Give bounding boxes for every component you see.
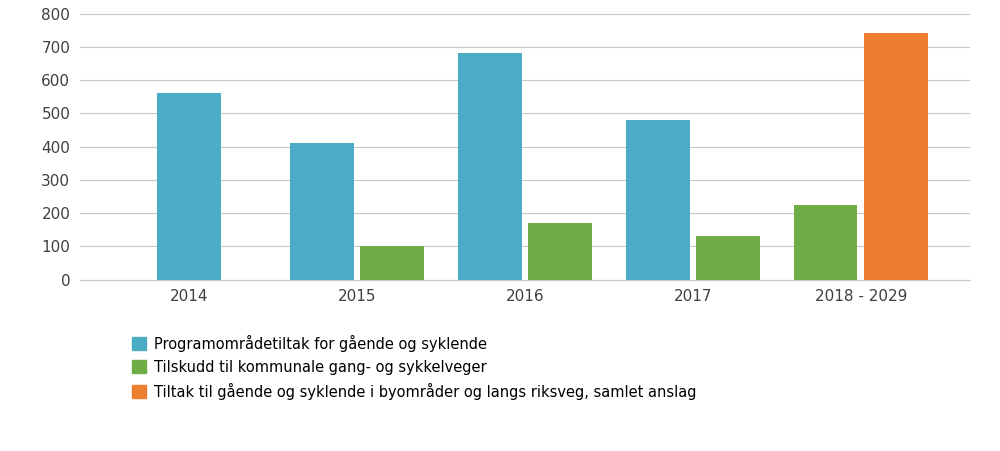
- Bar: [696, 236, 760, 280]
- Bar: [360, 246, 424, 280]
- Bar: [864, 33, 928, 280]
- Bar: [290, 143, 354, 280]
- Bar: [626, 120, 690, 280]
- Bar: [528, 223, 592, 280]
- Bar: [157, 93, 221, 280]
- Bar: [794, 205, 857, 280]
- Bar: [458, 54, 522, 280]
- Legend: Programområdetiltak for gående og syklende, Tilskudd til kommunale gang- og sykk: Programområdetiltak for gående og syklen…: [132, 335, 696, 400]
